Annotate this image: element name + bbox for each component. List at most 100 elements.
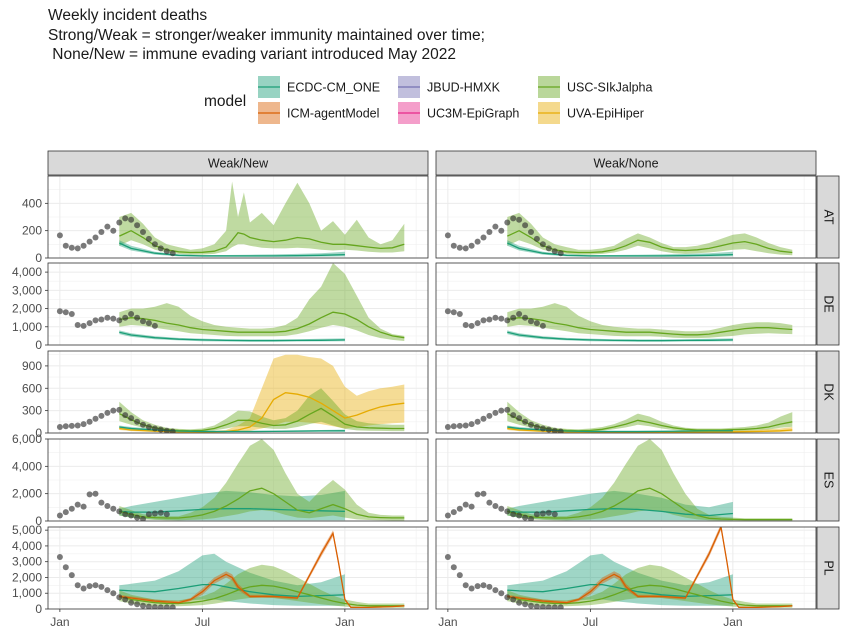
observed-point <box>504 508 511 515</box>
observed-point <box>474 418 481 425</box>
observed-point <box>68 572 75 579</box>
observed-point <box>474 583 481 590</box>
ribbon-usc-sikjalpha <box>507 303 793 339</box>
y-tick-label: 0 <box>35 426 42 440</box>
observed-point <box>86 238 93 245</box>
observed-point <box>539 241 546 248</box>
strip-label: Weak/New <box>208 157 269 171</box>
observed-point <box>98 316 105 323</box>
observed-point <box>68 505 75 512</box>
observed-point <box>151 322 158 329</box>
observed-point <box>504 406 511 413</box>
strip-box <box>435 150 817 176</box>
strip-box <box>816 262 840 346</box>
observed-point <box>551 248 558 255</box>
observed-point <box>151 604 158 609</box>
line-ecdc-cm_one <box>119 242 345 257</box>
panel-border <box>435 526 817 610</box>
observed-point <box>62 564 69 571</box>
observed-point <box>74 422 81 429</box>
observed-point <box>104 409 111 416</box>
facet-strip-right: DE <box>816 262 840 346</box>
line-icm-agentmodel <box>119 531 405 609</box>
observed-point <box>533 603 540 609</box>
observed-point <box>157 604 164 609</box>
panel-data <box>56 530 405 609</box>
chart-title: Weekly incident deaths Strong/Weak = str… <box>48 6 485 65</box>
legend-key: UC3M-EpiGraph <box>398 102 519 124</box>
title-line-2: Strong/Weak = stronger/weaker immunity m… <box>48 26 485 44</box>
observed-point <box>557 604 564 609</box>
observed-point <box>498 505 505 512</box>
strip-label: ES <box>822 472 836 489</box>
panel-data <box>444 527 793 609</box>
observed-point <box>462 245 469 252</box>
observed-point <box>68 311 75 317</box>
observed-point <box>516 216 523 223</box>
y-tick-label: 0 <box>35 251 42 265</box>
observed-point <box>504 594 511 601</box>
observed-point <box>557 250 564 257</box>
y-tick-label: 1,000 <box>12 320 42 334</box>
observed-point <box>56 308 63 315</box>
observed-point <box>134 601 141 608</box>
observed-point <box>444 308 451 315</box>
legend-key: UVA-EpiHiper <box>538 102 644 124</box>
observed-point <box>128 216 135 223</box>
observed-point <box>545 509 552 516</box>
panel-data <box>444 303 793 342</box>
ribbon-ecdc-cm_one <box>119 490 345 521</box>
line-usc-sikjalpha <box>507 317 793 336</box>
legend-label: UC3M-EpiGraph <box>427 107 519 121</box>
observed-point <box>486 583 493 590</box>
observed-point <box>145 603 152 609</box>
line-usc-sikjalpha <box>119 229 405 254</box>
panel-data <box>56 263 405 342</box>
observed-point <box>128 599 135 606</box>
line-usc-sikjalpha <box>119 487 405 519</box>
line-ecdc-cm_one <box>119 331 345 342</box>
observed-point <box>104 503 111 509</box>
panel-border <box>435 262 817 346</box>
observed-point <box>104 223 111 230</box>
observed-point <box>528 318 534 325</box>
observed-point <box>468 322 475 329</box>
observed-point <box>98 583 105 590</box>
observed-point <box>522 314 529 321</box>
observed-point <box>486 412 493 419</box>
observed-point <box>504 317 511 324</box>
observed-point <box>450 309 457 316</box>
y-tick-label: 2,000 <box>12 302 42 316</box>
strip-label: Weak/None <box>593 157 658 171</box>
strip-label: DK <box>822 383 836 401</box>
observed-point <box>116 594 123 601</box>
panel-background <box>436 351 816 433</box>
y-tick-label: 5,000 <box>12 523 42 537</box>
observed-point <box>557 428 564 433</box>
line-usc-sikjalpha <box>507 584 793 607</box>
panel-data <box>444 439 793 521</box>
panel-border <box>435 175 817 259</box>
observed-point <box>474 238 481 245</box>
observed-point <box>128 415 135 422</box>
observed-point <box>450 242 457 249</box>
panel-border <box>47 175 429 259</box>
observed-point <box>480 415 487 422</box>
legend: model ECDC-CM_ONE ICM-agentModel JBUD-HMXK U… <box>204 76 652 124</box>
observed-point <box>456 422 463 429</box>
panel <box>435 438 817 522</box>
facet-strip-right: AT <box>816 175 840 259</box>
observed-point <box>92 582 99 589</box>
panel <box>47 350 429 434</box>
observed-point <box>145 511 152 518</box>
ribbon-usc-sikjalpha <box>119 263 405 341</box>
line-usc-sikjalpha <box>119 584 405 607</box>
facet-strip-top: Weak/New <box>47 150 429 176</box>
observed-point <box>110 590 117 597</box>
observed-point <box>116 317 123 324</box>
line-icm-agentmodel <box>507 527 793 609</box>
x-tick-label: Jul <box>195 615 210 629</box>
x-tick-label: Jan <box>50 615 69 629</box>
observed-point <box>444 232 451 239</box>
observed-point <box>110 505 117 512</box>
